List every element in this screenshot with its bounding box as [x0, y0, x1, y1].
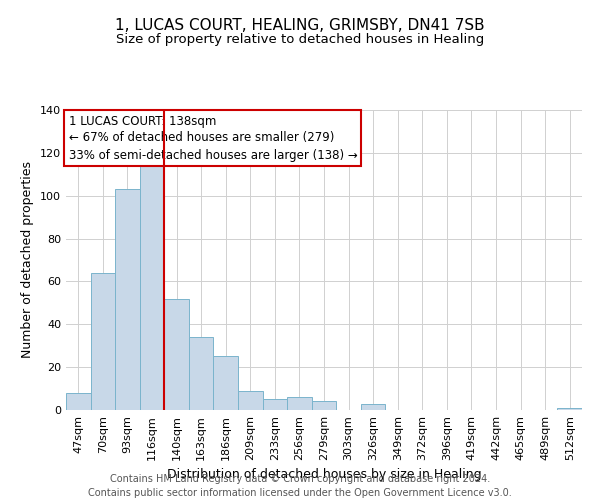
Bar: [238, 390, 263, 410]
Bar: [189, 337, 214, 410]
Bar: [361, 404, 385, 410]
Bar: [557, 408, 582, 410]
Bar: [91, 273, 115, 410]
Bar: [263, 400, 287, 410]
Bar: [140, 164, 164, 410]
Bar: [115, 190, 140, 410]
Bar: [287, 397, 312, 410]
X-axis label: Distribution of detached houses by size in Healing: Distribution of detached houses by size …: [167, 468, 481, 481]
Text: 1, LUCAS COURT, HEALING, GRIMSBY, DN41 7SB: 1, LUCAS COURT, HEALING, GRIMSBY, DN41 7…: [115, 18, 485, 32]
Bar: [164, 298, 189, 410]
Text: 1 LUCAS COURT: 138sqm
← 67% of detached houses are smaller (279)
33% of semi-det: 1 LUCAS COURT: 138sqm ← 67% of detached …: [68, 114, 358, 162]
Text: Size of property relative to detached houses in Healing: Size of property relative to detached ho…: [116, 32, 484, 46]
Bar: [66, 393, 91, 410]
Bar: [312, 402, 336, 410]
Y-axis label: Number of detached properties: Number of detached properties: [22, 162, 34, 358]
Text: Contains HM Land Registry data © Crown copyright and database right 2024.
Contai: Contains HM Land Registry data © Crown c…: [88, 474, 512, 498]
Bar: [214, 356, 238, 410]
